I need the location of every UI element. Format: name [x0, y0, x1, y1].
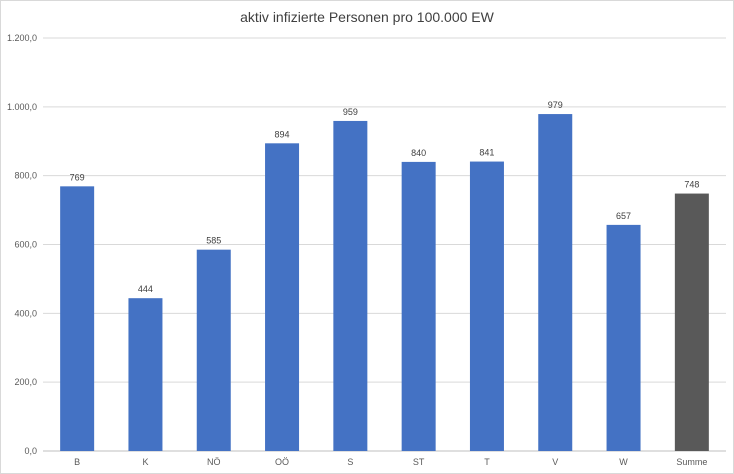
x-tick-label: V [552, 457, 558, 467]
bar [538, 114, 573, 451]
x-tick-label: ST [413, 457, 425, 467]
data-label: 748 [684, 180, 699, 190]
data-label: 894 [275, 129, 290, 139]
x-tick-label: S [347, 457, 353, 467]
x-tick-label: B [74, 457, 80, 467]
bar [265, 143, 300, 451]
x-tick-label: W [619, 457, 628, 467]
bar [333, 120, 368, 452]
data-label: 979 [548, 100, 563, 110]
y-tick-label: 1.200,0 [7, 33, 37, 43]
y-tick-label: 800,0 [14, 171, 37, 181]
bar [674, 193, 709, 451]
data-label: 585 [206, 236, 221, 246]
x-tick-label: K [142, 457, 148, 467]
chart-title: aktiv infizierte Personen pro 100.000 EW [240, 9, 494, 25]
data-label: 657 [616, 211, 631, 221]
data-label: 841 [479, 148, 494, 158]
x-tick-label: T [484, 457, 490, 467]
data-label: 840 [411, 148, 426, 158]
x-tick-label: Summe [676, 457, 707, 467]
bar [196, 249, 231, 451]
y-tick-label: 200,0 [14, 377, 37, 387]
data-label: 444 [138, 284, 153, 294]
y-tick-label: 400,0 [14, 308, 37, 318]
y-tick-label: 0,0 [24, 446, 37, 456]
bar [128, 298, 163, 451]
bar [401, 161, 436, 451]
x-tick-label: OÖ [275, 457, 289, 467]
bar [60, 186, 95, 452]
y-tick-label: 600,0 [14, 240, 37, 250]
data-label: 959 [343, 107, 358, 117]
data-label: 769 [70, 172, 85, 182]
x-tick-label: NÖ [207, 457, 221, 467]
bar [469, 161, 504, 451]
bar [606, 224, 641, 451]
y-tick-label: 1.000,0 [7, 102, 37, 112]
